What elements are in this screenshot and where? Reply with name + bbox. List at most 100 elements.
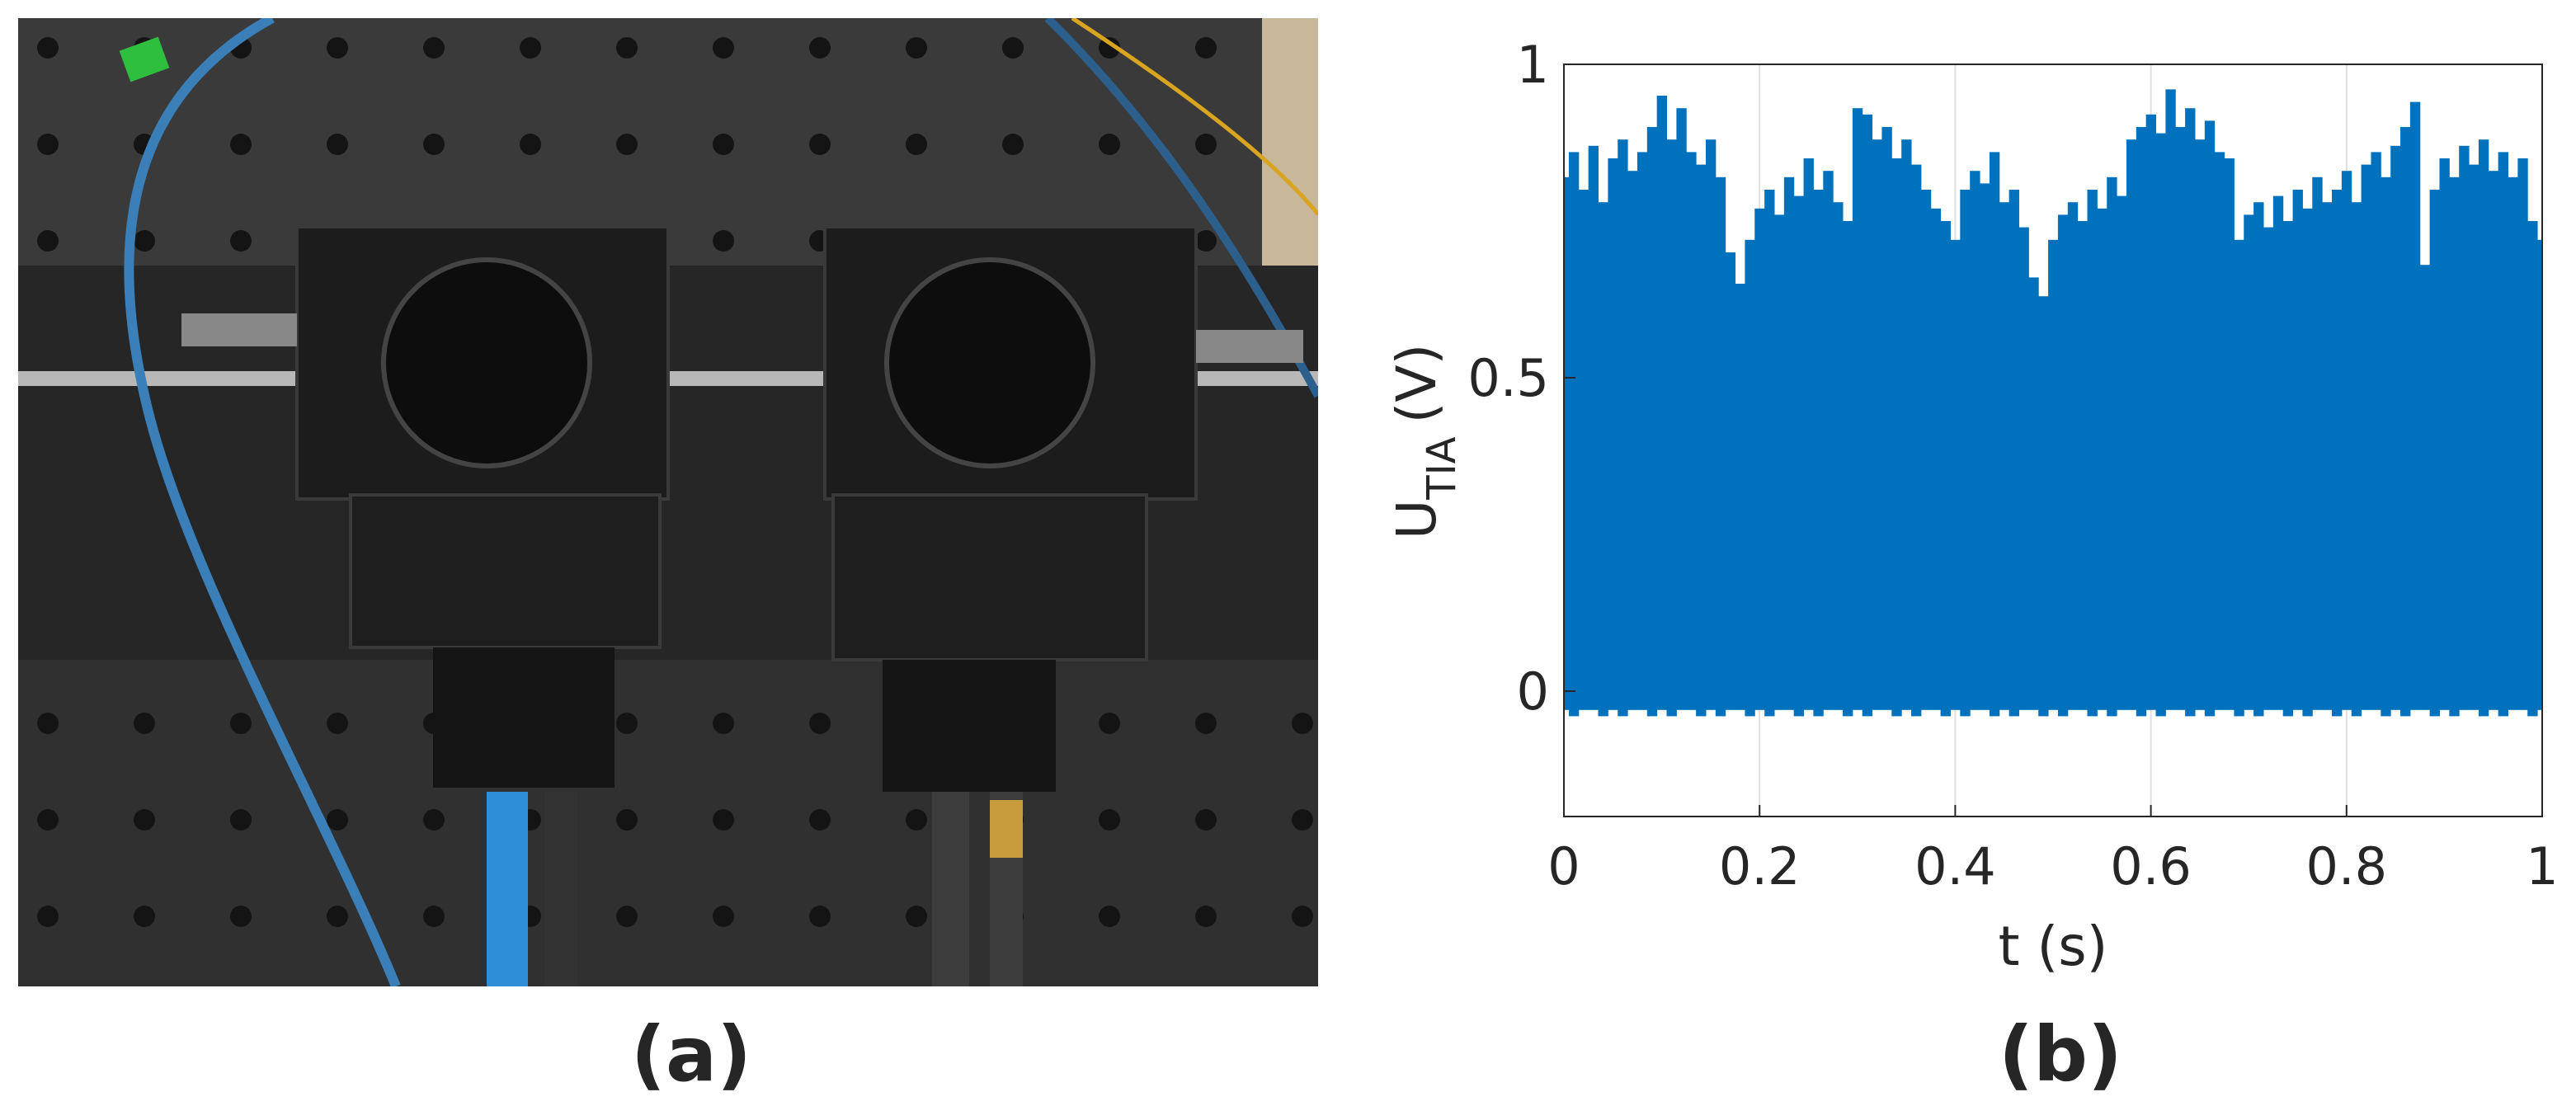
signal-band xyxy=(1666,139,1677,717)
signal-band xyxy=(2292,190,2303,710)
mount-left xyxy=(181,225,670,986)
signal-band xyxy=(2097,208,2107,710)
signal-band xyxy=(2009,190,2019,717)
signal-band xyxy=(2449,176,2460,717)
signal-band xyxy=(2302,208,2313,717)
signal-band xyxy=(2498,152,2508,717)
signal-band xyxy=(2469,164,2479,710)
signal-band xyxy=(1588,145,1599,710)
signal-band xyxy=(2517,158,2528,710)
panel-label: (a) xyxy=(631,1010,751,1099)
signal-band xyxy=(2429,190,2440,717)
signal-band xyxy=(2371,152,2381,710)
signal-band xyxy=(1618,139,1628,717)
signal-band xyxy=(1568,152,1580,717)
signal-band xyxy=(2537,239,2543,710)
signal-band xyxy=(1735,284,1745,710)
axes-box xyxy=(1563,64,2543,817)
signal-band xyxy=(1715,176,1726,717)
x-tick-label: 0.2 xyxy=(1719,836,1801,897)
signal-band xyxy=(1676,108,1687,710)
signal-band xyxy=(1911,164,1922,717)
photo xyxy=(18,18,1318,986)
signal-band xyxy=(1862,114,1873,717)
signal-band xyxy=(2185,108,2196,717)
signal-band xyxy=(2508,176,2518,710)
signal-band xyxy=(1578,190,1589,710)
signal-band xyxy=(2057,214,2069,717)
signal-band xyxy=(2107,176,2117,717)
y-label-main: U xyxy=(1385,500,1448,539)
x-tick-label: 0.8 xyxy=(2305,836,2387,897)
signal-band xyxy=(1970,171,1980,710)
signal-band xyxy=(1608,158,1618,710)
signal-band xyxy=(2175,127,2186,710)
y-tick-label: 0.5 xyxy=(1467,348,1549,408)
signal-band xyxy=(2136,127,2147,717)
signal-band xyxy=(2244,214,2254,710)
signal-band xyxy=(2018,227,2029,710)
signal-band xyxy=(2263,227,2274,710)
signal-band xyxy=(1696,164,1707,717)
x-axis-label: t (s) xyxy=(1999,915,2108,978)
signal-band xyxy=(2234,239,2244,717)
signal-band xyxy=(1656,96,1668,710)
signal-band xyxy=(1764,190,1775,717)
signal-band xyxy=(1980,183,1990,710)
signal-band xyxy=(2117,195,2127,710)
y-tick-label: 0 xyxy=(1517,661,1549,722)
signal-band xyxy=(2194,139,2206,710)
x-tick-label: 1 xyxy=(2526,836,2558,897)
signal-band xyxy=(1598,202,1608,717)
signal-band xyxy=(1920,190,1932,710)
signal-band xyxy=(1725,252,1736,710)
signal-band xyxy=(2322,202,2333,710)
signal-band xyxy=(1636,152,1648,710)
signal-band xyxy=(2439,158,2450,710)
signal-band xyxy=(2028,277,2039,710)
signal-band xyxy=(1891,158,1902,717)
signal-band xyxy=(2253,202,2264,717)
signal-band xyxy=(2351,202,2362,717)
signal-band xyxy=(1852,108,1863,710)
signal-band xyxy=(2214,152,2225,710)
y-axis-label: UTIA (V) xyxy=(1385,344,1465,539)
signal-band xyxy=(2048,239,2059,710)
signal-band xyxy=(1950,239,1961,710)
signal-band xyxy=(1705,139,1717,710)
signal-band xyxy=(1745,239,1755,717)
signal-band xyxy=(2390,145,2401,710)
panel-label: (b) xyxy=(1999,1010,2122,1099)
signal-band xyxy=(1823,171,1834,710)
y-label-sub: TIA xyxy=(1419,436,1465,500)
signal-band xyxy=(1999,202,2010,710)
signal-band xyxy=(1627,171,1638,710)
signal-band xyxy=(2312,176,2323,710)
signal-band xyxy=(1960,190,1971,717)
signal-band xyxy=(1793,195,1805,717)
signal-band xyxy=(1843,221,1853,717)
signal-band xyxy=(2332,190,2343,717)
signal-band xyxy=(2527,221,2538,717)
signal-band xyxy=(2459,145,2470,710)
signal-band xyxy=(2067,202,2079,710)
signal-band xyxy=(1754,208,1765,710)
x-tick-label: 0.4 xyxy=(1914,836,1996,897)
signal-band xyxy=(1989,152,2000,717)
signal-band xyxy=(2400,127,2411,717)
signal-band xyxy=(2077,221,2089,710)
signal-band xyxy=(2145,114,2157,710)
signal-band xyxy=(1773,214,1785,710)
signal-band xyxy=(1646,127,1658,717)
signal-band xyxy=(2381,176,2391,717)
signal-band xyxy=(2087,190,2098,717)
signal-band xyxy=(1783,176,1795,710)
signal-band xyxy=(2419,265,2431,710)
signal-band xyxy=(2478,139,2489,717)
signal-band xyxy=(2488,171,2499,710)
signal-band xyxy=(1833,202,1844,710)
signal-band xyxy=(1813,190,1824,717)
signal-band xyxy=(2341,171,2352,710)
signal-band xyxy=(1872,139,1882,710)
